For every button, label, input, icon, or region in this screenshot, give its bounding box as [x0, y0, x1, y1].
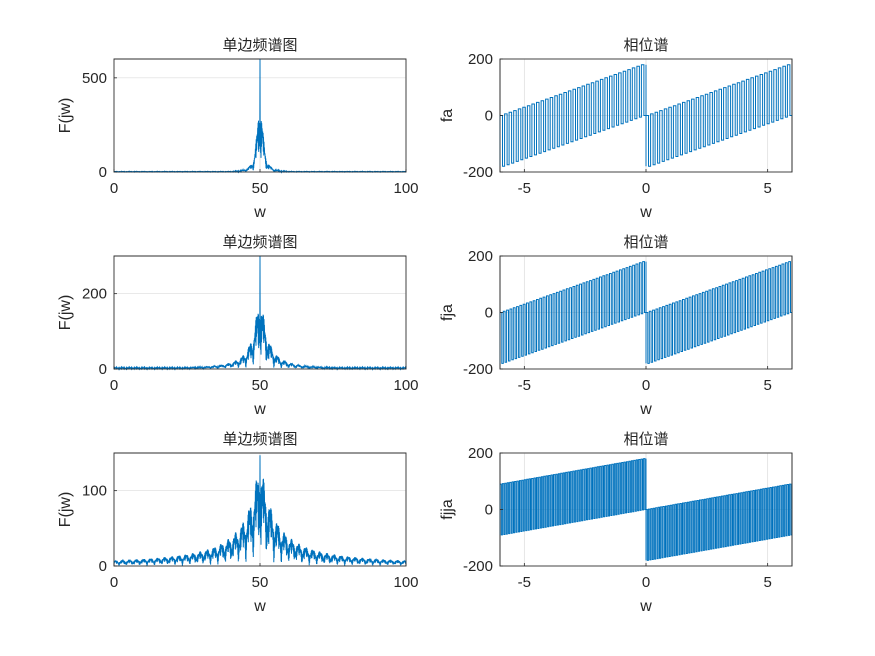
- x-tick-label: 100: [393, 377, 418, 394]
- y-tick-label: 0: [99, 361, 107, 378]
- y-tick-label: -200: [463, 558, 493, 575]
- subplot-mag2: 0 50 100 0 200 单边频谱图 w F(jw): [57, 233, 419, 418]
- subplot-phase3: -5 0 5 -200 0 200 相位谱 w fjja: [439, 430, 793, 615]
- chart-title: 相位谱: [623, 233, 668, 251]
- y-tick-label: 100: [82, 483, 107, 500]
- y-axis-label: fja: [439, 304, 456, 321]
- x-tick-label: -5: [518, 180, 531, 197]
- x-axis-label: w: [253, 204, 266, 221]
- x-tick-label: 0: [110, 574, 118, 591]
- x-tick-label: 50: [252, 377, 269, 394]
- y-tick-label: 200: [468, 248, 493, 265]
- y-axis-label: fa: [439, 109, 456, 122]
- y-tick-label: 0: [485, 305, 493, 322]
- x-tick-label: 5: [763, 574, 771, 591]
- x-tick-label: -5: [518, 377, 531, 394]
- subplot-mag3: 0 50 100 0 100 单边频谱图 w F(jw): [57, 430, 419, 615]
- chart-title: 单边频谱图: [222, 430, 297, 448]
- series-line: [499, 458, 792, 561]
- x-tick-label: 0: [642, 377, 650, 394]
- y-tick-label: 500: [82, 70, 107, 87]
- chart-title: 相位谱: [623, 36, 668, 54]
- series-line: [113, 455, 407, 566]
- y-tick-label: 0: [485, 502, 493, 519]
- x-axis-label: w: [253, 598, 266, 615]
- chart-title: 相位谱: [623, 430, 668, 448]
- y-axis-label: F(jw): [57, 98, 74, 134]
- x-axis-label: w: [253, 401, 266, 418]
- x-tick-label: 50: [252, 180, 269, 197]
- chart-title: 单边频谱图: [222, 233, 297, 251]
- x-tick-label: 5: [763, 180, 771, 197]
- x-tick-label: 100: [393, 574, 418, 591]
- y-axis-label: F(jw): [57, 492, 74, 528]
- y-tick-label: -200: [463, 164, 493, 181]
- x-tick-label: 0: [642, 574, 650, 591]
- x-tick-label: 0: [642, 180, 650, 197]
- y-axis-label: fjja: [439, 499, 456, 520]
- subplot-phase2: -5 0 5 -200 0 200 相位谱 w fja: [439, 233, 793, 418]
- x-tick-label: -5: [518, 574, 531, 591]
- y-tick-label: 200: [82, 286, 107, 303]
- y-tick-label: 0: [485, 108, 493, 125]
- y-tick-label: 0: [99, 164, 107, 181]
- x-tick-label: 100: [393, 180, 418, 197]
- y-tick-label: -200: [463, 361, 493, 378]
- y-tick-label: 200: [468, 51, 493, 68]
- x-tick-label: 0: [110, 180, 118, 197]
- subplot-phase1: -5 0 5 -200 0 200 相位谱 w fa: [439, 36, 793, 221]
- x-tick-label: 50: [252, 574, 269, 591]
- x-axis-label: w: [639, 598, 652, 615]
- subplot-mag1: 0 50 100 0 500 单边频谱图 w F(jw): [57, 36, 419, 221]
- x-axis-label: w: [639, 401, 652, 418]
- x-axis-label: w: [639, 204, 652, 221]
- y-tick-label: 0: [99, 558, 107, 575]
- y-axis-label: F(jw): [57, 295, 74, 331]
- series-line: [499, 64, 792, 167]
- series-line: [499, 261, 792, 364]
- y-tick-label: 200: [468, 445, 493, 462]
- x-tick-label: 5: [763, 377, 771, 394]
- x-tick-label: 0: [110, 377, 118, 394]
- chart-title: 单边频谱图: [222, 36, 297, 54]
